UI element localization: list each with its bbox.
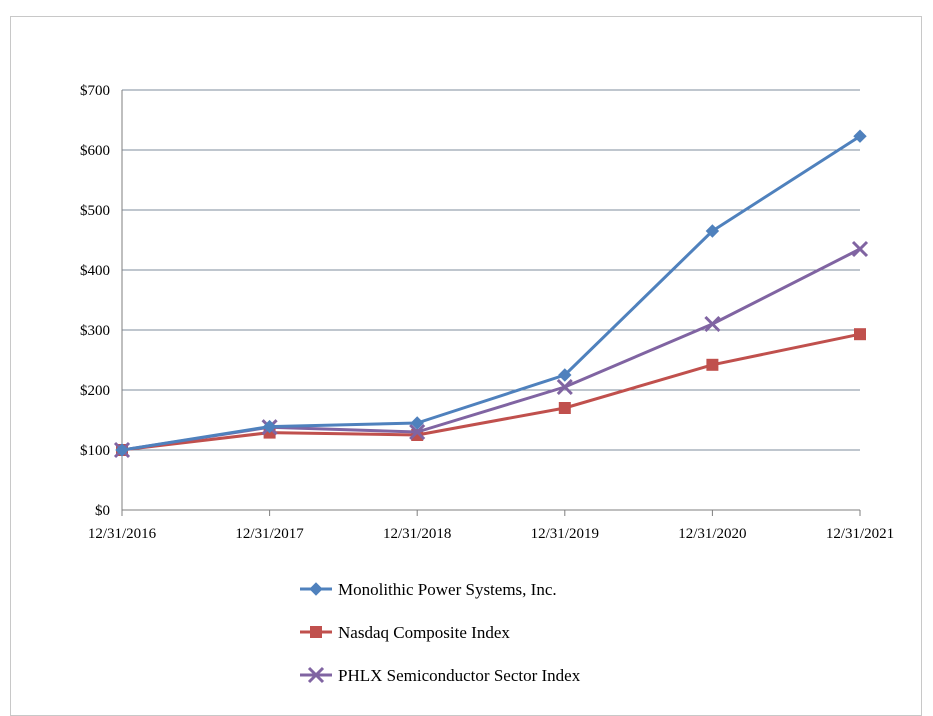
data-point [706,358,719,371]
data-point [704,315,721,333]
y-axis: $0 $100 $200 $300 $400 $500 $600 $700 [80,83,123,519]
x-tick-label: 12/31/2020 [678,526,746,542]
x-tick-label: 12/31/2019 [531,526,599,542]
data-point [558,368,572,382]
x-marker-stroke [851,240,869,258]
y-tick-label: $300 [80,323,110,339]
y-tick-label: $200 [80,383,110,399]
y-tick-label: $100 [80,443,110,459]
y-tick-label: $0 [95,503,110,519]
y-tick-label: $700 [80,83,110,99]
legend-marker [307,666,325,684]
data-point [558,402,571,414]
x-tick-label: 12/31/2018 [383,526,451,542]
y-tick-label: $400 [80,263,110,279]
x-tick-label: 12/31/2017 [235,526,304,542]
series-0 [115,129,867,457]
x-marker-stroke [409,423,426,441]
legend-marker [309,582,323,596]
data-point [409,423,426,441]
data-point [262,419,277,434]
series-line [121,134,861,452]
chart-frame [10,16,922,716]
data-point [854,328,866,341]
data-point [115,443,129,457]
series-2 [113,240,869,459]
series-line [121,332,861,452]
legend-item: Monolithic Power Systems, Inc. [300,580,557,599]
x-marker-stroke [556,378,573,396]
y-tick-label: $500 [80,203,110,219]
series-1 [116,328,866,456]
legend-marker [310,626,322,638]
series-group [113,129,869,459]
x-marker-stroke [704,315,721,333]
legend-item: Nasdaq Composite Index [300,623,510,642]
legend-item: PHLX Semiconductor Sector Index [300,666,581,685]
series-line [121,247,861,452]
x-tick-label: 12/31/2021 [826,526,894,542]
data-point [410,416,424,430]
y-tick-label: $600 [80,143,110,159]
data-point [705,224,720,238]
data-point [851,240,869,258]
legend-label: PHLX Semiconductor Sector Index [338,666,581,685]
legend-label: Nasdaq Composite Index [338,623,510,642]
x-marker-stroke [307,666,325,684]
legend: Monolithic Power Systems, Inc. Nasdaq Com… [300,580,581,685]
data-point [556,378,573,396]
x-tick-label: 12/31/2016 [88,526,157,542]
data-point [853,129,867,143]
legend-label: Monolithic Power Systems, Inc. [338,580,557,599]
gridlines [122,89,860,451]
x-axis: 12/31/2016 12/31/2017 12/31/2018 12/31/2019… [88,509,894,542]
